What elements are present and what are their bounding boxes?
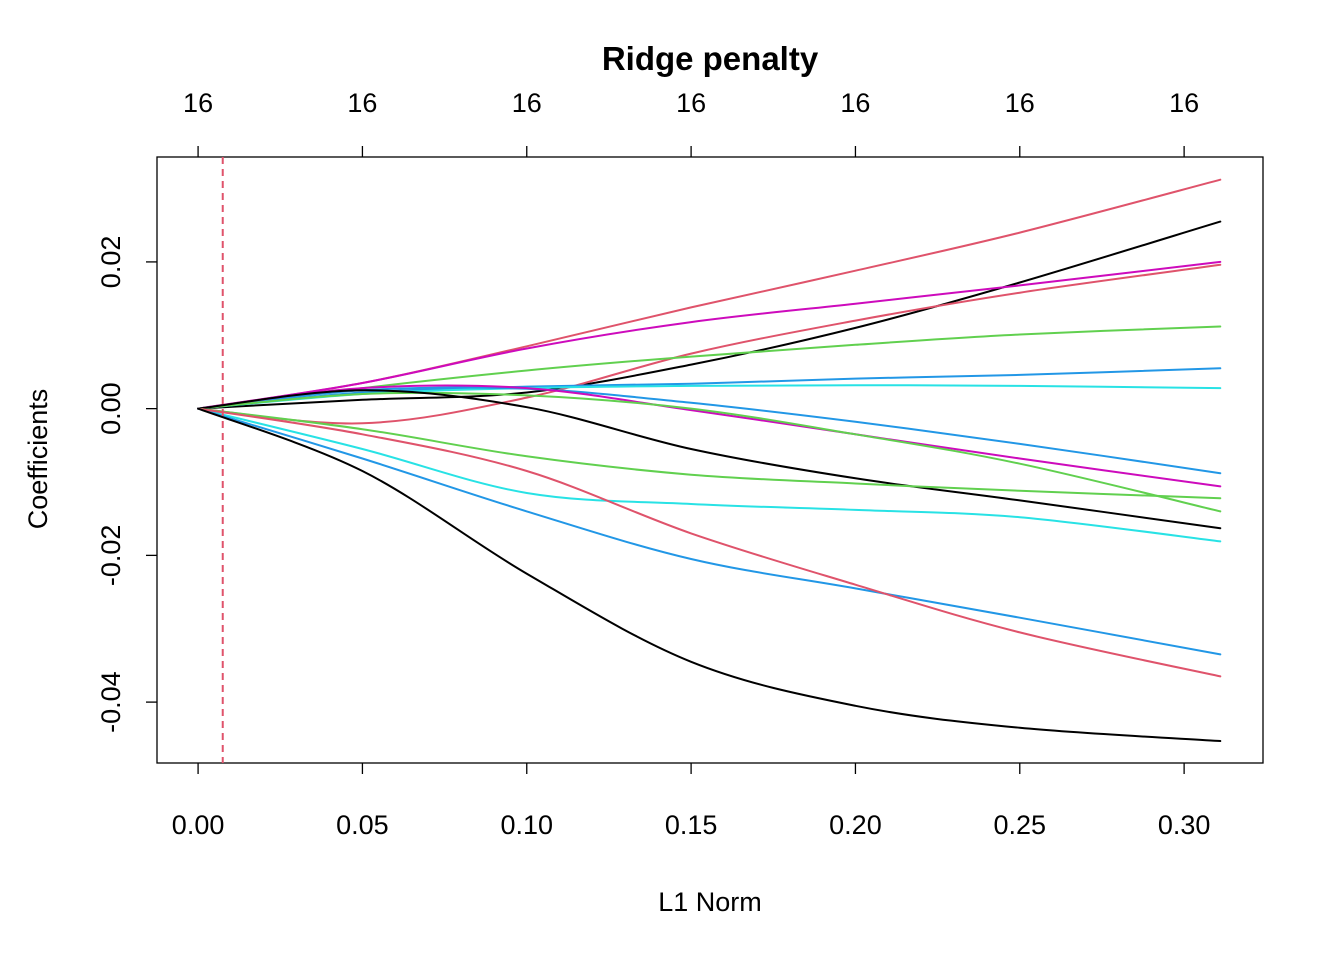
plot-frame xyxy=(156,156,1264,764)
x-tick-label: 0.30 xyxy=(1158,810,1211,840)
coefficient-line-3 xyxy=(197,260,1222,410)
x-tick-label: 0.15 xyxy=(665,810,718,840)
coefficient-line-13 xyxy=(197,407,1222,543)
y-tick-label: 0.02 xyxy=(96,236,126,289)
top-tick-label: 16 xyxy=(183,88,213,118)
top-tick-label: 16 xyxy=(1005,88,1035,118)
top-tick-label: 16 xyxy=(840,88,870,118)
x-tick-label: 0.20 xyxy=(829,810,882,840)
top-tick-label: 16 xyxy=(512,88,542,118)
coefficient-line-6 xyxy=(197,367,1222,410)
chart-title: Ridge penalty xyxy=(602,40,819,77)
coefficient-line-2 xyxy=(197,220,1222,410)
x-tick-label: 0.05 xyxy=(336,810,389,840)
coefficient-line-14 xyxy=(197,407,1222,656)
coefficient-line-4 xyxy=(197,263,1222,425)
top-tick-label: 16 xyxy=(676,88,706,118)
y-tick-label: -0.04 xyxy=(96,671,126,733)
x-tick-label: 0.10 xyxy=(500,810,553,840)
top-tick-label: 16 xyxy=(1169,88,1199,118)
coefficient-line-5 xyxy=(197,325,1222,410)
coefficient-line-10 xyxy=(197,391,1222,513)
coefficient-line-11 xyxy=(197,389,1222,530)
x-tick-label: 0.00 xyxy=(172,810,225,840)
top-tick-label: 16 xyxy=(347,88,377,118)
x-tick-label: 0.25 xyxy=(993,810,1046,840)
coefficient-line-9 xyxy=(197,384,1222,488)
y-tick-label: 0.00 xyxy=(96,382,126,435)
coefficient-line-16 xyxy=(197,407,1222,742)
y-axis-title: Coefficients xyxy=(23,389,53,530)
coefficient-line-12 xyxy=(197,407,1222,500)
y-tick-label: -0.02 xyxy=(96,525,126,587)
x-axis-title: L1 Norm xyxy=(658,887,762,917)
coefficient-line-15 xyxy=(197,407,1222,678)
